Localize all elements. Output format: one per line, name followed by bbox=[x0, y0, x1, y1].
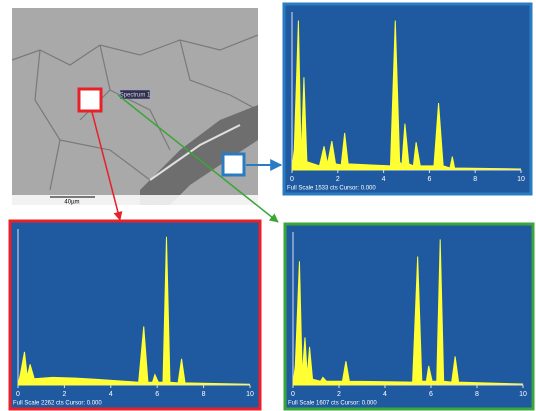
x-tick-label: 10 bbox=[519, 391, 527, 398]
x-tick-label: 8 bbox=[475, 391, 479, 398]
x-tick-label: 4 bbox=[383, 391, 387, 398]
x-tick-label: 6 bbox=[427, 176, 431, 183]
x-tick-label: 2 bbox=[62, 391, 66, 398]
figure: 40µm Spectrum 1 0 2 4 6 8 10 Full Scale 1533 c… bbox=[0, 0, 536, 411]
x-tick-label: 10 bbox=[517, 176, 525, 183]
spectrum-label: Spectrum 1 bbox=[120, 93, 151, 99]
x-tick-label: 0 bbox=[16, 391, 20, 398]
x-tick-label: 2 bbox=[337, 391, 341, 398]
scale-bar: 40µm bbox=[64, 200, 79, 206]
x-tick-label: 2 bbox=[336, 176, 340, 183]
region-marker bbox=[223, 154, 244, 175]
region-marker bbox=[79, 89, 101, 111]
footer: Full Scale 2262 cts Cursor: 0.000 bbox=[13, 401, 102, 407]
footer: Full Scale 1607 cts Cursor: 0.000 bbox=[288, 401, 377, 407]
x-tick-label: 0 bbox=[290, 176, 294, 183]
x-tick-label: 0 bbox=[291, 391, 295, 398]
x-tick-label: 6 bbox=[155, 391, 159, 398]
footer: Full Scale 1533 cts Cursor: 0.000 bbox=[287, 186, 376, 192]
x-tick-label: 8 bbox=[202, 391, 206, 398]
x-tick-label: 4 bbox=[109, 391, 113, 398]
x-tick-label: 8 bbox=[473, 176, 477, 183]
x-tick-label: 10 bbox=[246, 391, 254, 398]
x-tick-label: 4 bbox=[382, 176, 386, 183]
x-tick-label: 6 bbox=[429, 391, 433, 398]
